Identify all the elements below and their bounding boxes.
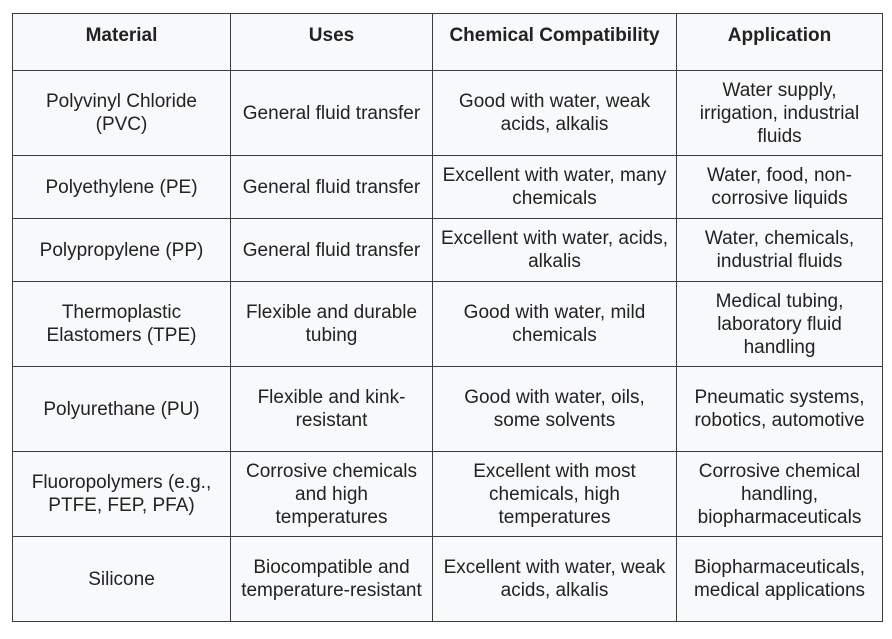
cell-compatibility: Excellent with water, many chemicals	[432, 155, 677, 219]
header-application: Application	[676, 13, 883, 71]
cell-uses: Flexible and durable tubing	[230, 281, 433, 367]
cell-material: Polyvinyl Chloride (PVC)	[12, 70, 231, 156]
cell-material: Fluoropolymers (e.g., PTFE, FEP, PFA)	[12, 451, 231, 537]
cell-material: Thermoplastic Elastomers (TPE)	[12, 281, 231, 367]
cell-uses: General fluid transfer	[230, 155, 433, 219]
table-row: Polypropylene (PP) General fluid transfe…	[12, 218, 883, 282]
cell-compatibility: Good with water, oils, some solvents	[432, 366, 677, 452]
cell-application: Pneumatic systems, robotics, automotive	[676, 366, 883, 452]
cell-compatibility: Good with water, mild chemicals	[432, 281, 677, 367]
cell-application: Corrosive chemical handling, biopharmace…	[676, 451, 883, 537]
table-header-row: Material Uses Chemical Compatibility App…	[12, 13, 883, 71]
cell-material: Polypropylene (PP)	[12, 218, 231, 282]
cell-uses: Biocompatible and temperature-resistant	[230, 536, 433, 622]
cell-compatibility: Excellent with water, weak acids, alkali…	[432, 536, 677, 622]
table-row: Polyvinyl Chloride (PVC) General fluid t…	[12, 70, 883, 156]
table-row: Polyurethane (PU) Flexible and kink-resi…	[12, 366, 883, 452]
cell-application: Water supply, irrigation, industrial flu…	[676, 70, 883, 156]
cell-compatibility: Excellent with water, acids, alkalis	[432, 218, 677, 282]
cell-application: Water, chemicals, industrial fluids	[676, 218, 883, 282]
table-row: Silicone Biocompatible and temperature-r…	[12, 536, 883, 622]
table-row: Polyethylene (PE) General fluid transfer…	[12, 155, 883, 219]
cell-application: Water, food, non-corrosive liquids	[676, 155, 883, 219]
table-row: Thermoplastic Elastomers (TPE) Flexible …	[12, 281, 883, 367]
cell-uses: Corrosive chemicals and high temperature…	[230, 451, 433, 537]
cell-uses: General fluid transfer	[230, 218, 433, 282]
material-table: Material Uses Chemical Compatibility App…	[12, 13, 883, 622]
cell-material: Polyurethane (PU)	[12, 366, 231, 452]
header-chemical-compatibility: Chemical Compatibility	[432, 13, 677, 71]
cell-material: Polyethylene (PE)	[12, 155, 231, 219]
cell-compatibility: Excellent with most chemicals, high temp…	[432, 451, 677, 537]
cell-application: Biopharmaceuticals, medical applications	[676, 536, 883, 622]
header-uses: Uses	[230, 13, 433, 71]
cell-application: Medical tubing, laboratory fluid handlin…	[676, 281, 883, 367]
header-material: Material	[12, 13, 231, 71]
cell-uses: Flexible and kink-resistant	[230, 366, 433, 452]
cell-compatibility: Good with water, weak acids, alkalis	[432, 70, 677, 156]
cell-material: Silicone	[12, 536, 231, 622]
cell-uses: General fluid transfer	[230, 70, 433, 156]
table-row: Fluoropolymers (e.g., PTFE, FEP, PFA) Co…	[12, 451, 883, 537]
material-table-container: Material Uses Chemical Compatibility App…	[12, 13, 883, 622]
